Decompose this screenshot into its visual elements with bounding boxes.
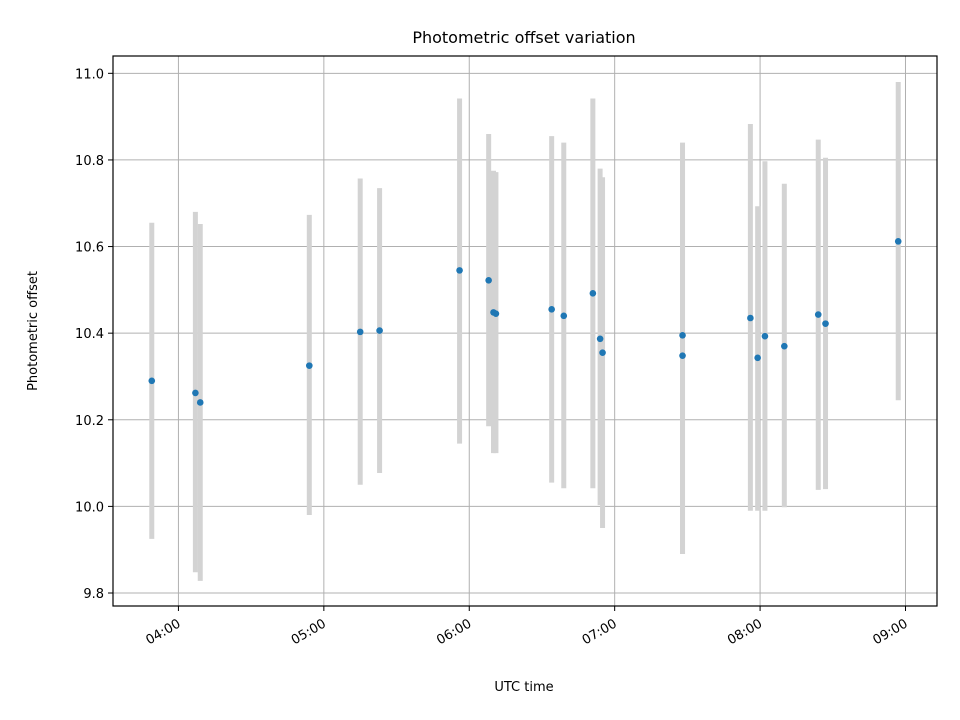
data-point <box>560 312 568 320</box>
data-point <box>822 320 829 327</box>
data-point <box>761 332 769 340</box>
x-tick-label: 06:00 <box>434 616 474 648</box>
x-tick-label: 08:00 <box>725 616 765 648</box>
data-point <box>814 311 822 318</box>
data-point <box>599 349 606 356</box>
data-point <box>456 267 463 274</box>
data-point <box>747 314 754 322</box>
data-point <box>679 352 686 359</box>
plot-frame <box>112 55 938 607</box>
data-point <box>894 238 902 245</box>
y-axis-label: Photometric offset <box>26 271 41 391</box>
y-tick-label: 10.8 <box>75 154 104 169</box>
x-tick-label: 04:00 <box>143 616 183 648</box>
data-point <box>679 332 686 339</box>
data-point <box>376 327 383 334</box>
y-axis-ticks: 9.8 10.0 10.2 10.4 10.6 10.8 11.0 <box>75 67 113 602</box>
y-tick-label: 10.4 <box>75 327 104 342</box>
data-point <box>196 399 204 406</box>
data-point <box>356 328 364 336</box>
data-point <box>596 335 604 343</box>
x-tick-label: 05:00 <box>289 616 329 648</box>
x-tick-label: 07:00 <box>580 616 620 648</box>
y-tick-label: 10.6 <box>75 241 104 256</box>
data-point <box>485 277 492 284</box>
data-points <box>148 238 902 406</box>
data-point <box>148 377 156 385</box>
y-tick-label: 9.8 <box>83 587 104 602</box>
data-point <box>589 290 597 297</box>
data-point <box>548 306 555 313</box>
x-axis-label: UTC time <box>494 680 553 695</box>
y-tick-label: 11.0 <box>75 67 104 82</box>
data-point <box>781 342 788 350</box>
data-point <box>754 354 761 362</box>
data-point <box>192 389 199 397</box>
data-point <box>492 310 500 317</box>
x-axis-ticks: 04:00 05:00 06:00 07:00 08:00 09:00 <box>143 606 910 648</box>
y-tick-label: 10.2 <box>75 414 104 429</box>
data-point <box>306 362 313 369</box>
x-tick-label: 09:00 <box>871 616 911 648</box>
y-tick-label: 10.0 <box>75 500 104 515</box>
chart-title: Photometric offset variation <box>412 28 635 47</box>
grid <box>113 56 937 606</box>
